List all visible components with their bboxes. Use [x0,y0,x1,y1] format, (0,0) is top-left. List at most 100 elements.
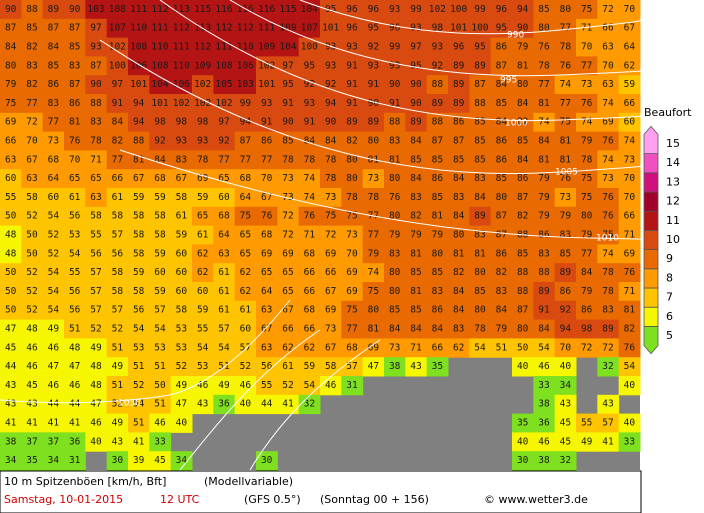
map-value: 83 [410,192,421,203]
map-cell [554,188,577,208]
legend-swatch [643,210,659,231]
map-value: 84 [496,305,508,316]
map-value: 75 [581,192,592,203]
map-cell [512,169,534,189]
map-value: 81 [538,98,550,109]
map-value: 91 [346,98,358,109]
map-value: 56 [69,305,81,316]
map-value: 58 [133,230,145,241]
map-value: 79 [581,136,593,147]
map-cell [384,169,406,189]
map-cell [490,112,513,133]
map-cell [490,131,513,151]
map-value: 83 [538,248,549,259]
map-value: 91 [389,98,401,109]
map-cell [576,282,598,302]
map-cell [0,131,22,151]
map-cell [192,394,214,415]
map-cell [448,338,470,358]
map-cell [597,37,620,57]
map-value: 70 [624,173,636,184]
map-value: 50 [5,286,17,297]
map-cell [277,0,300,20]
map-cell [469,131,492,151]
map-cell [362,75,385,95]
map-value: 84 [581,267,593,278]
map-cell [256,18,278,39]
map-value: 88 [474,98,486,109]
map-value: 51 [133,418,145,429]
map-cell [554,56,577,76]
map-value: 55 [90,230,101,241]
map-value: 51 [154,399,166,410]
map-cell [21,18,44,39]
map-value: 86 [453,117,465,128]
map-value: 80 [346,154,358,165]
map-value: 112 [237,23,254,34]
map-cell [213,263,236,283]
map-value: 89 [368,117,380,128]
map-cell [405,282,428,302]
map-value: 54 [69,248,81,259]
map-cell [277,131,300,151]
map-cell [21,0,44,20]
map-value: 50 [5,267,17,278]
map-value: 43 [560,399,571,410]
map-value: 108 [215,60,232,71]
map-cell [597,413,620,433]
map-cell [149,18,172,39]
map-cell [42,376,65,396]
map-cell [554,37,577,57]
map-value: 86 [581,305,593,316]
map-cell [426,112,449,133]
map-cell [192,131,214,151]
map-cell [533,394,556,415]
footer-box [0,470,642,513]
map-value: 83 [474,230,485,241]
map-cell [149,357,172,377]
map-cell [42,150,65,170]
map-value: 59 [133,267,145,278]
map-value: 79 [581,286,593,297]
map-cell [533,432,556,452]
map-value: 80 [368,136,380,147]
map-value: 47 [90,399,101,410]
map-value: 78 [538,60,550,71]
map-value: 80 [389,267,401,278]
map-cell [490,150,513,170]
map-cell [490,338,513,358]
map-cell [533,169,556,189]
map-cell [149,319,172,339]
map-value: 86 [517,173,529,184]
map-cell [85,376,108,396]
map-value: 60 [218,192,230,203]
map-cell [42,94,65,114]
map-value: 53 [133,342,144,353]
map-cell [597,206,620,227]
map-value: 81 [538,154,550,165]
map-cell [469,282,492,302]
map-value: 93 [389,60,400,71]
map-cell [170,394,193,415]
map-value: 63 [261,305,272,316]
map-cell [277,150,300,170]
map-cell [64,206,86,227]
map-value: 109 [194,60,211,71]
map-value: 40 [624,380,636,391]
map-value: 101 [322,23,339,34]
map-cell [618,357,641,377]
map-value: 69 [325,248,337,259]
map-cell [64,225,86,245]
map-cell [106,0,129,20]
map-cell [362,94,385,114]
map-value: 63 [602,42,613,53]
map-cell [256,357,278,377]
map-cell [512,319,534,339]
map-cell [234,131,257,151]
map-cell [213,188,236,208]
map-value: 88 [432,117,444,128]
map-value: 50 [5,211,17,222]
map-value: 45 [560,436,571,447]
map-value: 83 [453,192,464,203]
map-cell [597,244,620,264]
